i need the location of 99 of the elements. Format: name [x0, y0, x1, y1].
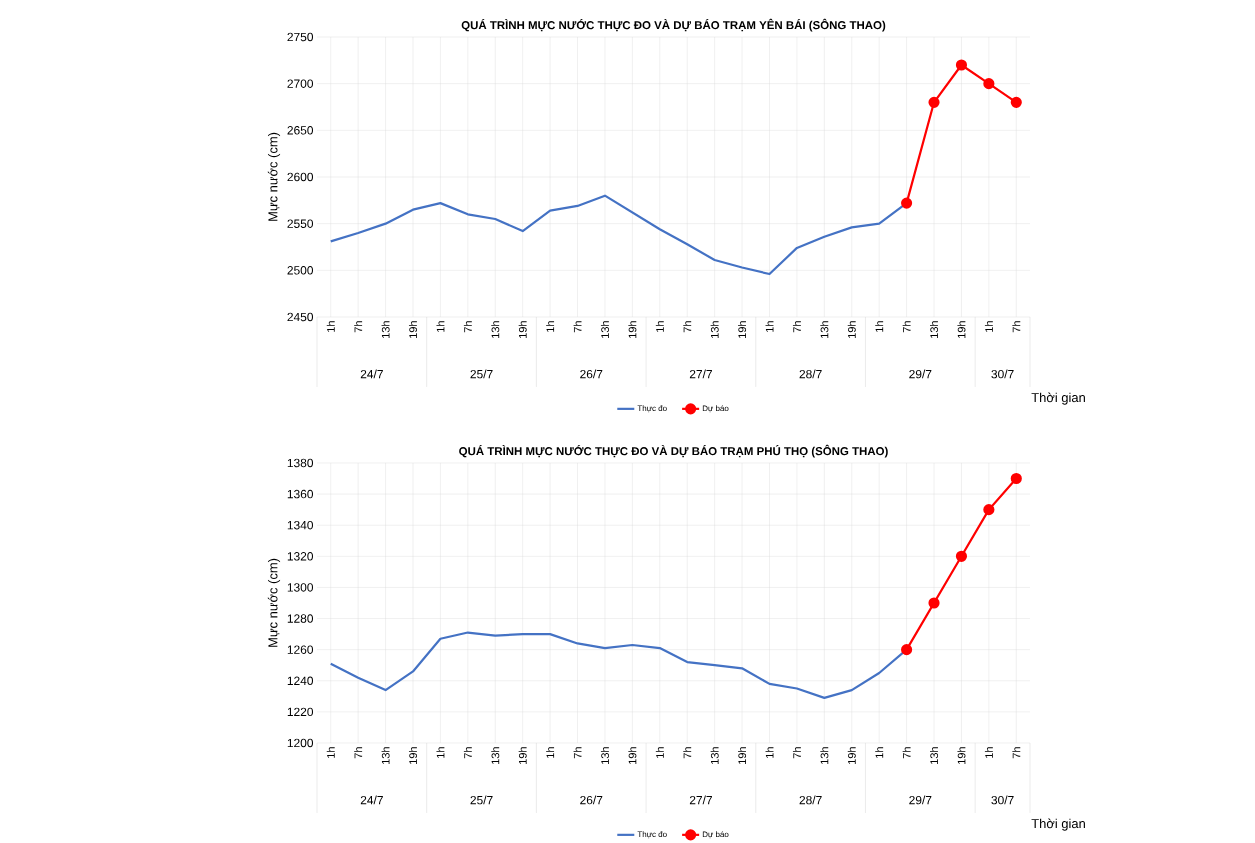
x-tick-label: 1h — [984, 747, 993, 759]
x-tick-label: 1h — [326, 321, 335, 333]
point — [1010, 96, 1022, 109]
x-tick-label: 1h — [436, 747, 445, 759]
x-tick-label: 7h — [463, 747, 472, 759]
y-tick-label: 1260 — [287, 645, 314, 655]
x-axis-title: Thời gian — [1031, 818, 1085, 831]
x-tick-label: 1h — [984, 321, 993, 333]
x-tick-label: 19h — [628, 321, 637, 339]
x-tick-label: 7h — [354, 321, 363, 333]
chart-title: QUÁ TRÌNH MỰC NƯỚC THỰC ĐO VÀ DỰ BÁO TRẠM PHÚ THỌ (SÔNG THAO) — [459, 445, 888, 458]
text: 30/7 — [991, 795, 1014, 805]
x-tick-label: 7h — [683, 747, 692, 759]
y-tick-label: 1240 — [287, 676, 314, 686]
point — [928, 597, 940, 609]
x-tick-label: 13h — [491, 321, 500, 339]
text: 28/7 — [799, 795, 822, 805]
x-tick-label: 13h — [930, 747, 939, 765]
x-tick-label: 1h — [326, 747, 335, 759]
x-tick-label: 13h — [710, 321, 719, 339]
y-tick-label: 1380 — [287, 458, 314, 468]
x-tick-label: 19h — [847, 747, 856, 765]
x-tick-label: 1h — [765, 321, 774, 333]
x-tick-label: 13h — [600, 321, 609, 339]
y-axis-title: Mực nước (cm) — [267, 559, 281, 648]
x-tick-label: 1h — [875, 321, 884, 333]
x-tick-label: 13h — [381, 321, 390, 339]
x-tick-label: 7h — [1012, 321, 1021, 333]
x-axis-title: Thời gian — [1031, 392, 1085, 405]
x-tick-label: 19h — [847, 321, 856, 339]
y-tick-label: 2600 — [287, 172, 314, 182]
y-tick-label: 2550 — [287, 219, 314, 229]
x-tick-label: 19h — [738, 321, 747, 339]
text: 26/7 — [580, 795, 603, 805]
x-tick-label: 13h — [600, 747, 609, 765]
x-tick-label: 19h — [408, 747, 418, 765]
text: 26/7 — [580, 369, 603, 379]
x-tick-label: 7h — [573, 321, 582, 333]
y-tick-label: 1300 — [287, 583, 314, 592]
y-tick-label: 1340 — [287, 521, 314, 530]
text: 25/7 — [470, 795, 493, 805]
point — [901, 644, 913, 656]
text: 29/7 — [909, 369, 932, 379]
text: 25/7 — [470, 369, 493, 379]
point — [955, 550, 968, 563]
text: 29/7 — [909, 795, 932, 805]
x-tick-label: 7h — [573, 747, 582, 759]
x-tick-label: 19h — [518, 747, 527, 765]
x-tick-label: 1h — [655, 747, 664, 759]
x-tick-label: 1h — [875, 747, 884, 759]
y-tick-label: 2700 — [287, 79, 314, 89]
y-tick-label: 2750 — [287, 32, 314, 42]
point — [901, 197, 913, 209]
text: 30/7 — [991, 369, 1014, 379]
x-tick-label: 7h — [792, 321, 801, 333]
x-tick-label: 7h — [902, 747, 911, 759]
x-tick-label: 13h — [491, 747, 500, 765]
y-tick-label: 1220 — [287, 707, 314, 717]
x-tick-label: 19h — [408, 321, 418, 339]
point — [955, 59, 968, 71]
text: 24/7 — [360, 369, 383, 379]
x-tick-label: 7h — [1012, 747, 1021, 759]
x-tick-label: 13h — [710, 747, 719, 765]
x-tick-label: 19h — [957, 747, 966, 765]
y-tick-label: 2450 — [287, 312, 314, 322]
x-tick-label: 1h — [546, 747, 555, 759]
y-tick-label: 1200 — [287, 738, 314, 748]
x-tick-label: 13h — [820, 747, 829, 765]
point — [983, 78, 995, 90]
x-tick-label: 19h — [738, 747, 747, 765]
y-tick-label: 2500 — [287, 266, 314, 275]
x-tick-label: 19h — [518, 321, 527, 339]
chart-title: QUÁ TRÌNH MỰC NƯỚC THỰC ĐO VÀ DỰ BÁO TRẠM YÊN BÁI (SÔNG THAO) — [461, 19, 886, 32]
text: 27/7 — [689, 369, 712, 379]
x-tick-label: 19h — [957, 321, 966, 339]
text: 28/7 — [799, 369, 822, 379]
y-tick-label: 1360 — [287, 490, 314, 499]
x-tick-label: 13h — [930, 321, 939, 339]
x-tick-label: 7h — [463, 321, 472, 333]
x-tick-label: 1h — [436, 321, 445, 333]
y-tick-label: 2650 — [287, 126, 314, 135]
x-tick-label: 7h — [683, 321, 692, 333]
x-tick-label: 7h — [902, 321, 911, 333]
point — [983, 504, 995, 516]
x-tick-label: 19h — [628, 747, 637, 765]
x-tick-label: 1h — [765, 747, 774, 759]
text: 27/7 — [689, 795, 712, 805]
point — [928, 96, 940, 109]
x-tick-label: 1h — [546, 321, 555, 333]
x-tick-label: 13h — [820, 321, 829, 339]
x-tick-label: 1h — [655, 321, 664, 333]
y-tick-label: 1280 — [287, 614, 314, 623]
point — [1010, 473, 1022, 485]
text: 24/7 — [360, 795, 383, 805]
x-tick-label: 7h — [792, 747, 801, 759]
y-axis-title: Mực nước (cm) — [267, 133, 281, 222]
x-tick-label: 7h — [354, 747, 363, 759]
x-tick-label: 13h — [381, 747, 390, 765]
y-tick-label: 1320 — [287, 552, 314, 561]
